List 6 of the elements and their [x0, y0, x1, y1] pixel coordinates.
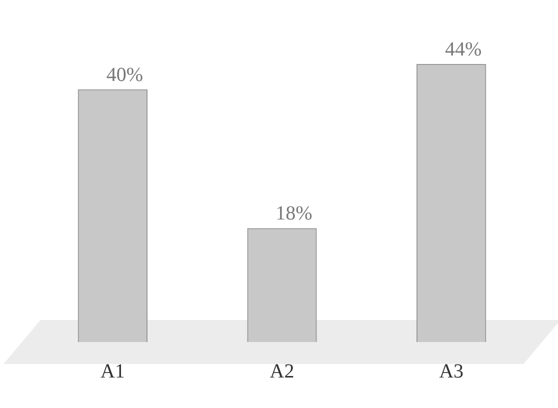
data-label: 18%: [276, 202, 312, 225]
x-tick-label: A3: [439, 360, 464, 382]
x-tick-label: A1: [100, 360, 125, 382]
x-tick-label: A2: [270, 360, 294, 382]
data-label: 44%: [444, 38, 482, 61]
data-label: 40%: [106, 64, 144, 86]
